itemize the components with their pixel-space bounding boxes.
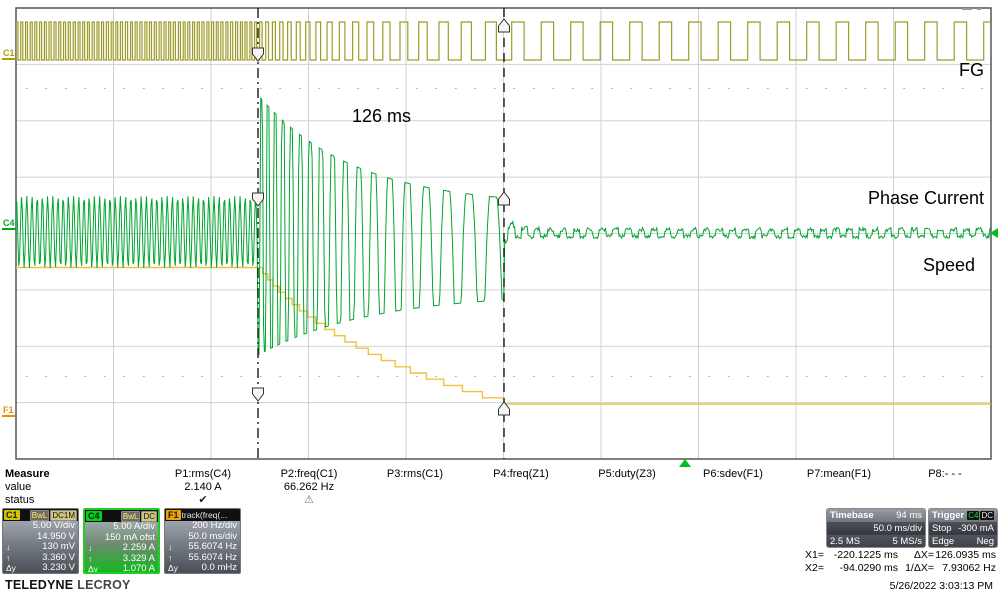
measure-p1[interactable]: P1:rms(C4) 2.140 A ✔ xyxy=(150,468,256,507)
status-warning-icon: ⚠ xyxy=(304,494,314,506)
brand-logo: TELEDYNE LECROY xyxy=(5,578,131,592)
inv-dx-value: 7.93062 Hz xyxy=(942,562,996,574)
f1-function-title: track(freq(... xyxy=(181,510,228,520)
fg-trace xyxy=(16,21,991,61)
measure-p5[interactable]: P5:duty(Z3) xyxy=(598,468,656,480)
timebase-label: Timebase xyxy=(830,510,874,521)
delay-indicator xyxy=(977,8,981,10)
c4-dy: 1.070 A xyxy=(122,563,155,574)
c1-coupling-badge: DC1M xyxy=(50,509,77,521)
timebase-rate: 5 MS/s xyxy=(892,536,922,547)
trigger-label: Trigger xyxy=(932,510,965,521)
c1-bandwidth-badge: BwL xyxy=(29,509,50,521)
phase-current-trace-label: Phase Current xyxy=(867,188,984,208)
c4-zero-marker[interactable]: C4 xyxy=(2,218,16,230)
measure-table: P1:rms(C4) 2.140 A ✔ P2:freq(C1) 66.262 … xyxy=(150,468,998,507)
measure-p7[interactable]: P7:mean(F1) xyxy=(806,468,872,480)
x1-label: X1= xyxy=(805,549,824,561)
dx-label: ΔX= xyxy=(913,549,934,561)
f1-timescale: 50.0 ms/div xyxy=(188,530,237,542)
measure-p8[interactable]: P8:- - - xyxy=(928,468,962,480)
measure-header: Measure xyxy=(5,468,50,480)
measure-p6[interactable]: P6:sdev(F1) xyxy=(703,468,763,480)
trace-descriptor-f1[interactable]: F1 track(freq(... 200 Hz/div 50.0 ms/div… xyxy=(164,508,241,574)
min-arrow-icon: ↓ xyxy=(88,543,93,554)
timebase-samples: 2.5 MS xyxy=(830,536,861,547)
inv-dx-label: 1/ΔX= xyxy=(905,562,934,574)
dx-value: 126.0935 ms xyxy=(935,549,996,561)
trigger-coupling-badge: DC xyxy=(980,511,994,520)
trigger-source-badge: C4 xyxy=(967,511,980,520)
f1-max: 55.6074 Hz xyxy=(188,551,237,563)
x1-value: -220.1225 ms xyxy=(833,549,898,561)
c1-offset: 14.950 V xyxy=(36,530,75,542)
x2-value: -94.0290 ms xyxy=(839,562,898,574)
cursor-x1-marker[interactable] xyxy=(252,47,264,62)
value-row-label: value xyxy=(5,481,32,493)
measure-row-labels: Measure value status xyxy=(5,468,50,507)
measure-p3[interactable]: P3:rms(C1) xyxy=(386,468,444,480)
c1-channel-badge: C1 xyxy=(4,510,20,520)
trigger-level: -300 mA xyxy=(958,523,994,534)
status-ok-icon: ✔ xyxy=(198,494,208,506)
c1-min: 130 mV xyxy=(42,541,75,553)
f1-scale: 200 Hz/div xyxy=(192,520,237,531)
f1-min: 55.6074 Hz xyxy=(188,541,237,553)
cursor-x1-marker[interactable] xyxy=(252,387,264,402)
f1-dy: 0.0 mHz xyxy=(201,562,237,574)
c4-channel-badge: C4 xyxy=(86,511,102,521)
c4-coupling-badge: DC xyxy=(141,510,157,522)
cursor-delta-annotation: 126 ms xyxy=(352,106,412,126)
measure-p2[interactable]: P2:freq(C1) 66.262 Hz ⚠ xyxy=(256,468,362,507)
channel-descriptor-c1[interactable]: C1 BwL DC1M 5.00 V/div 14.950 V ↓ 130 mV … xyxy=(2,508,79,574)
c4-scale: 5.00 A/div xyxy=(113,521,155,532)
trigger-box[interactable]: Trigger C4 DC Stop -300 mA Edge Neg xyxy=(928,508,998,548)
delta-y-icon: Δy xyxy=(6,563,16,574)
c4-min: 2.259 A xyxy=(122,542,155,554)
speed-trace-label: Speed xyxy=(922,255,975,275)
c4-bandwidth-badge: BwL xyxy=(120,510,141,522)
c4-max: 3.329 A xyxy=(122,552,155,564)
trigger-type: Edge xyxy=(932,536,955,547)
c1-zero-marker[interactable]: C1 xyxy=(2,48,16,60)
trigger-level-indicator[interactable] xyxy=(990,228,998,238)
c1-max: 3.360 V xyxy=(42,551,75,563)
delta-y-icon: Δy xyxy=(168,563,178,574)
cursor-x2-marker[interactable] xyxy=(498,191,510,206)
timebase-per-div: 50.0 ms/div xyxy=(873,523,922,534)
channel-descriptor-c4[interactable]: C4 BwL DC 5.00 A/div 150 mA ofst ↓ 2.259 … xyxy=(83,508,160,574)
max-arrow-icon: ↑ xyxy=(6,552,11,563)
trigger-mode: Stop xyxy=(932,523,952,534)
trigger-slope: Neg xyxy=(976,536,994,547)
max-arrow-icon: ↑ xyxy=(88,553,93,564)
cursor-x2-marker[interactable] xyxy=(498,401,510,416)
c1-dy: 3.230 V xyxy=(42,562,75,574)
min-arrow-icon: ↓ xyxy=(6,542,11,553)
cursor-x1-marker[interactable] xyxy=(252,192,264,207)
phase-current-trace xyxy=(16,96,991,356)
delay-indicator xyxy=(962,8,972,10)
min-arrow-icon: ↓ xyxy=(168,542,173,553)
fg-trace-label: FG xyxy=(959,60,984,80)
timebase-box[interactable]: Timebase 94 ms 50.0 ms/div 2.5 MS 5 MS/s xyxy=(826,508,926,548)
timebase-delay: 94 ms xyxy=(896,510,922,521)
x2-label: X2= xyxy=(805,562,824,574)
delta-y-icon: Δy xyxy=(88,564,98,574)
trigger-position-indicator[interactable] xyxy=(679,459,691,467)
c4-offset: 150 mA ofst xyxy=(104,531,155,543)
timestamp: 5/26/2022 3:03:13 PM xyxy=(889,580,993,592)
c1-scale: 5.00 V/div xyxy=(32,520,75,531)
f1-trace-badge: F1 xyxy=(166,510,181,520)
cursor-x2-marker[interactable] xyxy=(498,18,510,33)
f1-zero-marker[interactable]: F1 xyxy=(2,405,15,417)
cursor-readout: X1= -220.1225 ms ΔX= 126.0935 ms X2= -94… xyxy=(794,549,996,575)
max-arrow-icon: ↑ xyxy=(168,552,173,563)
status-row-label: status xyxy=(5,494,35,506)
measure-p4[interactable]: P4:freq(Z1) xyxy=(493,468,549,480)
